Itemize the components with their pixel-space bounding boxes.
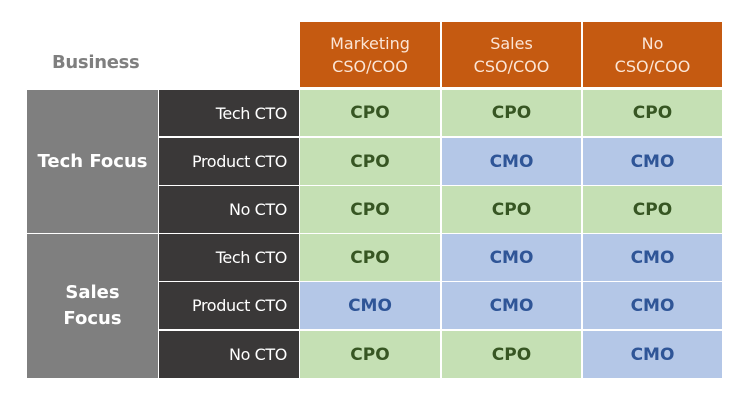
column-header-line1: Sales bbox=[490, 33, 533, 53]
matrix-cell-cpo: CPO bbox=[300, 90, 440, 136]
matrix-cell-cpo: CPO bbox=[442, 90, 581, 136]
column-header-line2: CSO/COO bbox=[332, 56, 408, 76]
matrix-cell-cpo: CPO bbox=[442, 186, 581, 233]
matrix-cell-cmo: CMO bbox=[300, 282, 440, 329]
group-label: Tech Focus bbox=[37, 150, 148, 172]
column-header-line2: CSO/COO bbox=[473, 56, 550, 76]
group-sales-focus: Sales Focus bbox=[27, 234, 158, 378]
matrix-cell-cpo: CPO bbox=[583, 90, 722, 136]
row-label: Product CTO bbox=[159, 282, 299, 329]
row-label: Tech CTO bbox=[159, 234, 299, 281]
column-header-line2: CSO/COO bbox=[614, 56, 691, 76]
matrix-cell-cmo: CMO bbox=[583, 234, 722, 281]
matrix-cell-cmo: CMO bbox=[583, 138, 722, 185]
matrix-cell-cpo: CPO bbox=[300, 234, 440, 281]
matrix-cell-cmo: CMO bbox=[442, 138, 581, 185]
column-header-marketing: Marketing CSO/COO bbox=[300, 22, 440, 87]
row-label: Tech CTO bbox=[159, 90, 299, 136]
column-header-line1: Marketing bbox=[330, 33, 410, 53]
group-tech-focus: Tech Focus bbox=[27, 90, 158, 233]
row-label: No CTO bbox=[159, 186, 299, 233]
column-header-sales: Sales CSO/COO bbox=[442, 22, 581, 87]
group-label: Sales Focus bbox=[63, 282, 122, 329]
matrix-cell-cpo: CPO bbox=[300, 331, 440, 378]
matrix-cell-cpo: CPO bbox=[300, 138, 440, 185]
row-label: Product CTO bbox=[159, 138, 299, 185]
row-label: No CTO bbox=[159, 331, 299, 378]
matrix-cell-cpo: CPO bbox=[300, 186, 440, 233]
matrix-cell-cmo: CMO bbox=[442, 234, 581, 281]
matrix-cell-cmo: CMO bbox=[442, 282, 581, 329]
matrix-cell-cmo: CMO bbox=[583, 331, 722, 378]
matrix-cell-cpo: CPO bbox=[442, 331, 581, 378]
column-header-no: No CSO/COO bbox=[583, 22, 722, 87]
business-label: Business bbox=[52, 52, 140, 73]
matrix-cell-cpo: CPO bbox=[583, 186, 722, 233]
column-header-line1: No bbox=[641, 33, 664, 53]
matrix-cell-cmo: CMO bbox=[583, 282, 722, 329]
